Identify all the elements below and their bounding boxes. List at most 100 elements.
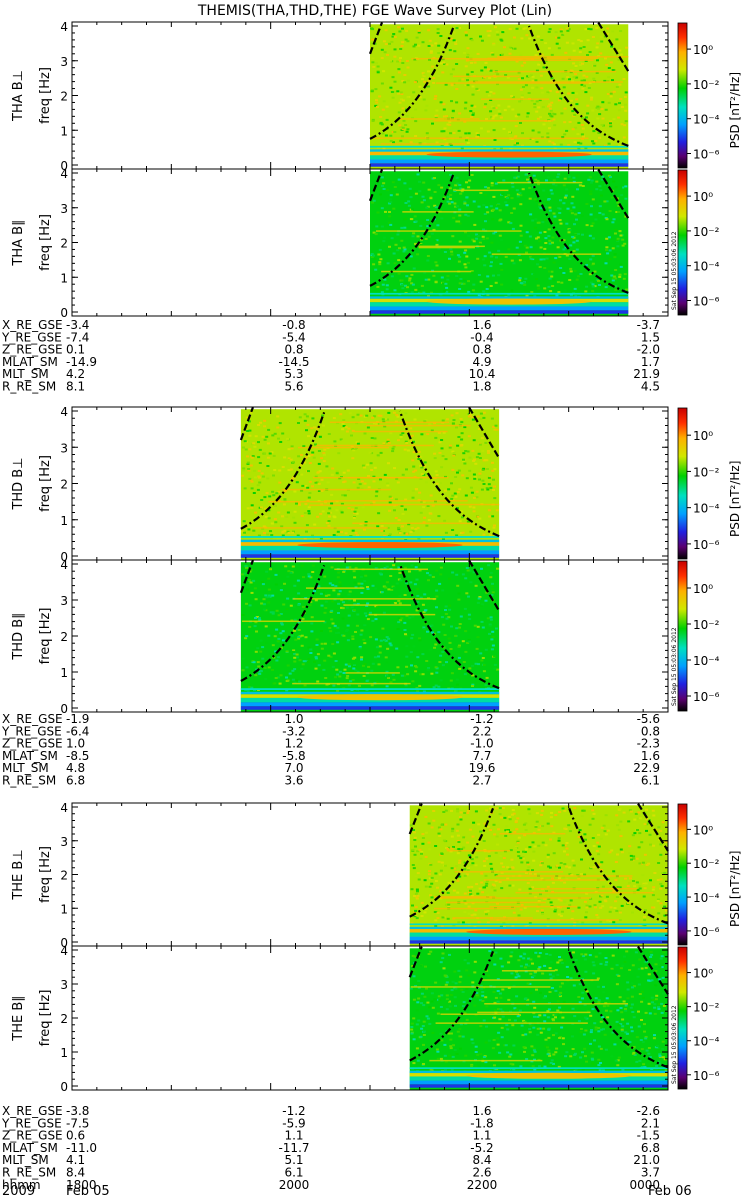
y-tick-label: 1 (60, 124, 68, 138)
y-tick-label: 0 (60, 1080, 68, 1094)
freq-axis-label: freq [Hz] (38, 990, 53, 1047)
panel-2: 0 1 2 3 4 freq [Hz] THA B∥ 10⁰ 10⁻² 10⁻⁴ 10⁻⁶ Sat S… (11, 167, 720, 320)
colorbar (678, 561, 687, 711)
ephemeris-value: 4.9 (472, 355, 491, 369)
ephemeris-value: 21.0 (633, 1153, 660, 1167)
ephemeris-value: 1.0 (284, 712, 303, 726)
ephemeris-label: Z_RE_GSE (2, 1129, 63, 1143)
colorbar-tick-label: 10⁰ (693, 582, 713, 596)
colorbar-tick-label: 10⁰ (693, 823, 713, 837)
ephemeris-label: MLT_SM (2, 1153, 49, 1167)
colorbar (678, 947, 687, 1089)
panel-1: 0 1 2 3 4 freq [Hz] THA B⊥ 10⁰ 10⁻² 10⁻⁴ 10⁻⁶ PSD [… (11, 20, 742, 173)
ephemeris-value: 6.8 (641, 1141, 660, 1155)
ephemeris-tables: X_RE_GSE -3.4 -0.8 1.6 -3.7Y_RE_GSE -7.4 -5.4-… (1, 318, 660, 1192)
panel-ylabel: THA B⊥ (11, 70, 26, 122)
y-tick-label: 1 (60, 902, 68, 916)
ephemeris-value: -5.6 (637, 712, 660, 726)
y-tick-label: 3 (60, 594, 68, 608)
ephemeris-value: 0.8 (472, 343, 491, 357)
y-tick-label: 0 (60, 550, 68, 564)
ephemeris-value: 3.7 (641, 1166, 660, 1180)
ephemeris-label: MLAT_SM (2, 749, 58, 763)
ephemeris-label: Y_RE_GSE (1, 724, 62, 738)
date-left-day: Feb 05 (66, 1184, 110, 1199)
y-tick-label: 0 (60, 159, 68, 173)
panel-ylabel: THD B∥ (11, 612, 26, 660)
colorbar-tick-label: 10⁻² (693, 465, 720, 479)
ephemeris-value: 1.1 (472, 1129, 491, 1143)
panel-ylabel: THE B⊥ (11, 849, 26, 900)
colorbar-tick-label: 10⁻⁶ (693, 148, 720, 162)
psd-label: PSD [nT²/Hz] (728, 461, 742, 537)
timestamp-stamp: Sat Sep 15 05:03:06 2012 (671, 627, 678, 706)
y-tick-label: 4 (60, 405, 68, 419)
ephemeris-label: Y_RE_GSE (1, 1116, 62, 1130)
gyro-curve-right (398, 410, 500, 538)
ephemeris-value: 1.5 (641, 330, 660, 344)
ephemeris-label: X_RE_GSE (2, 712, 63, 726)
panel-ylabel: THD B⊥ (11, 457, 26, 510)
spectrogram-texture (370, 26, 629, 167)
ephemeris-value: 0.8 (641, 724, 660, 738)
colorbar (678, 170, 687, 315)
ephemeris-label: R_RE_SM (2, 380, 56, 394)
ephemeris-label: MLT_SM (2, 761, 49, 775)
colorbar-tick-label: 10⁻⁶ (693, 295, 720, 309)
ephemeris-value: 22.9 (633, 761, 660, 775)
ephemeris-value: 1.6 (472, 1104, 491, 1118)
colorbar-tick-label: 10⁻⁶ (693, 690, 720, 704)
panel-6: 0 1 2 3 4 freq [Hz] THE B∥ 10⁰ 10⁻² 10⁻⁴ 10⁻⁶ Sat S… (11, 944, 720, 1094)
spectrogram-texture (370, 173, 629, 314)
ephemeris-value: 0000 (629, 1178, 660, 1192)
ephemeris-value: 0.1 (66, 343, 85, 357)
gyro-curve-right (567, 806, 669, 925)
ephemeris-value: 10.4 (469, 367, 496, 381)
panel-3: 0 1 2 3 4 freq [Hz] THD B⊥ 10⁰ 10⁻² 10⁻⁴ 10⁻⁶ PSD [… (11, 405, 742, 564)
ephemeris-value: -11.0 (66, 1141, 97, 1155)
gyro-curve-upper-left (408, 946, 423, 978)
ephemeris-value: 1800 (66, 1178, 97, 1192)
colorbar-tick-label: 10⁻⁴ (693, 113, 720, 127)
psd-label: PSD [nT²/Hz] (728, 72, 742, 148)
y-tick-label: 2 (60, 90, 68, 104)
ephemeris-value: 8.4 (472, 1153, 491, 1167)
y-tick-label: 2 (60, 1012, 68, 1026)
ephemeris-value: 7.0 (284, 761, 303, 775)
figure-title: THEMIS(THA,THD,THE) FGE Wave Survey Plot… (197, 3, 552, 19)
y-tick-label: 3 (60, 835, 68, 849)
ephemeris-value: -2.6 (637, 1104, 660, 1118)
y-tick-label: 2 (60, 237, 68, 251)
ephemeris-label: MLAT_SM (2, 355, 58, 369)
freq-axis-label: freq [Hz] (38, 67, 53, 124)
colorbar-tick-label: 10⁰ (693, 43, 713, 57)
colorbar (678, 804, 687, 945)
y-tick-label: 2 (60, 630, 68, 644)
ephemeris-value: -14.5 (278, 355, 309, 369)
y-tick-label: 3 (60, 978, 68, 992)
colorbar (678, 23, 687, 168)
ephemeris-label: Y_RE_GSE (1, 330, 62, 344)
spectrogram-panels: 0 1 2 3 4 freq [Hz] THA B⊥ 10⁰ 10⁻² 10⁻⁴ 10⁻⁶ PSD [… (11, 20, 742, 1094)
gyro-curve-upper-left (368, 22, 384, 55)
colorbar-tick-label: 10⁻² (693, 225, 720, 239)
ephemeris-value: -14.9 (66, 355, 97, 369)
ephemeris-value: 1.6 (472, 318, 491, 332)
gyro-curve-upper-right (637, 946, 669, 995)
colorbar-tick-label: 10⁻⁴ (693, 260, 720, 274)
ephemeris-value: -6.4 (66, 724, 89, 738)
ephemeris-value: -5.9 (282, 1116, 305, 1130)
freq-axis-label: freq [Hz] (38, 455, 53, 512)
gyro-curve-right (398, 563, 500, 690)
ephemeris-value: 0.6 (66, 1129, 85, 1143)
gyro-curve-left (369, 27, 455, 140)
ephemeris-value: 2.7 (472, 774, 491, 788)
ephemeris-value: 6.1 (284, 1166, 303, 1180)
ephemeris-value: 1.1 (284, 1129, 303, 1143)
ephemeris-block-3: X_RE_GSE -3.8 -1.2 1.6 -2.6 Y_RE_GSE -7.5 -5.9 -… (1, 1104, 660, 1192)
ephemeris-label: X_RE_GSE (2, 318, 63, 332)
ephemeris-value: -2.3 (637, 737, 660, 751)
ephemeris-value: 1.8 (472, 380, 491, 394)
ephemeris-value: -0.8 (282, 318, 305, 332)
